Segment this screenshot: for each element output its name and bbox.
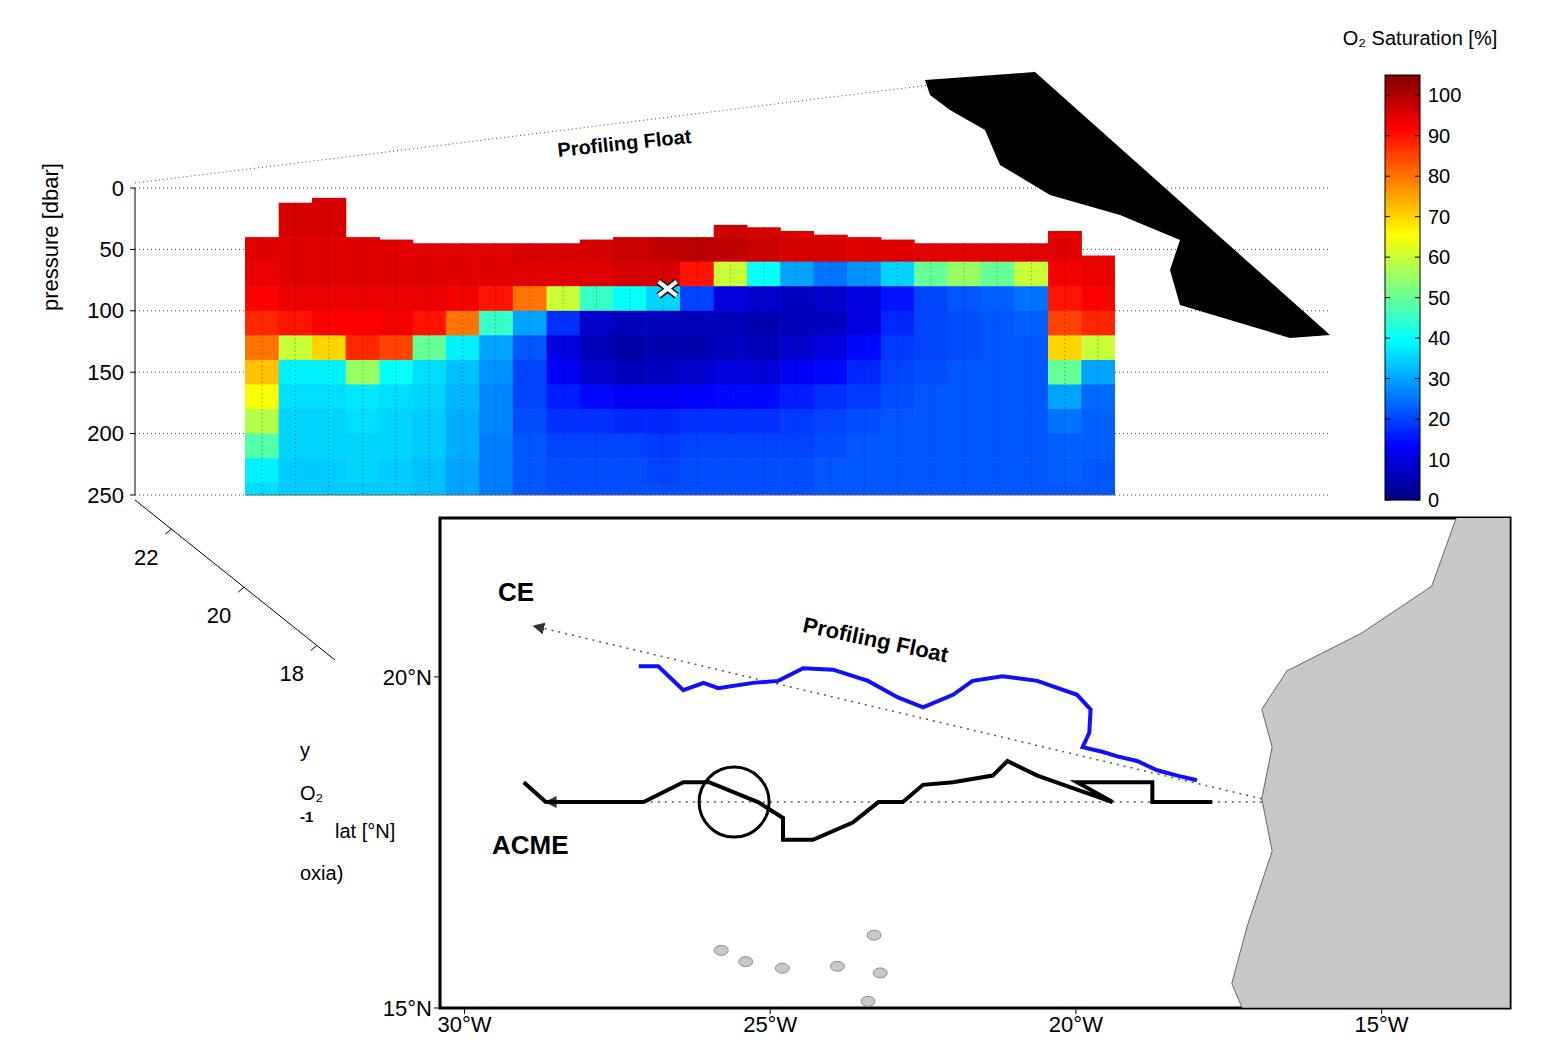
svg-text:20: 20 bbox=[207, 603, 231, 628]
svg-text:O₂ Saturation [%]: O₂ Saturation [%] bbox=[1343, 27, 1498, 49]
svg-text:60: 60 bbox=[1428, 246, 1450, 268]
svg-text:100: 100 bbox=[87, 298, 124, 323]
svg-text:pressure [dbar]: pressure [dbar] bbox=[38, 163, 63, 311]
svg-text:lat [°N]: lat [°N] bbox=[335, 820, 395, 842]
svg-text:Profiling Float: Profiling Float bbox=[801, 612, 952, 667]
svg-text:0: 0 bbox=[1428, 489, 1439, 511]
svg-text:250: 250 bbox=[87, 483, 124, 508]
svg-text:ACME: ACME bbox=[492, 830, 569, 860]
svg-text:150: 150 bbox=[87, 360, 124, 385]
svg-text:90: 90 bbox=[1428, 125, 1450, 147]
svg-text:y: y bbox=[300, 739, 310, 761]
svg-text:10: 10 bbox=[1428, 449, 1450, 471]
svg-text:O₂: O₂ bbox=[300, 782, 323, 804]
svg-text:200: 200 bbox=[87, 421, 124, 446]
svg-text:20°W: 20°W bbox=[1049, 1012, 1103, 1037]
svg-text:18: 18 bbox=[280, 661, 304, 686]
svg-text:30°W: 30°W bbox=[437, 1012, 491, 1037]
svg-text:30: 30 bbox=[1428, 368, 1450, 390]
svg-text:20°N: 20°N bbox=[383, 665, 432, 690]
svg-text:70: 70 bbox=[1428, 206, 1450, 228]
svg-text:50: 50 bbox=[100, 237, 124, 262]
svg-text:20: 20 bbox=[1428, 408, 1450, 430]
svg-text:15°N: 15°N bbox=[383, 996, 432, 1021]
svg-text:Profiling Float: Profiling Float bbox=[556, 125, 692, 161]
svg-text:-1: -1 bbox=[300, 808, 313, 825]
svg-text:100: 100 bbox=[1428, 84, 1461, 106]
svg-text:80: 80 bbox=[1428, 165, 1450, 187]
svg-text:0: 0 bbox=[112, 176, 124, 201]
svg-text:25°W: 25°W bbox=[743, 1012, 797, 1037]
svg-text:CE: CE bbox=[498, 577, 534, 607]
svg-text:22: 22 bbox=[134, 545, 158, 570]
svg-text:oxia): oxia) bbox=[300, 862, 343, 884]
svg-text:40: 40 bbox=[1428, 327, 1450, 349]
svg-text:15°W: 15°W bbox=[1355, 1012, 1409, 1037]
svg-text:50: 50 bbox=[1428, 287, 1450, 309]
